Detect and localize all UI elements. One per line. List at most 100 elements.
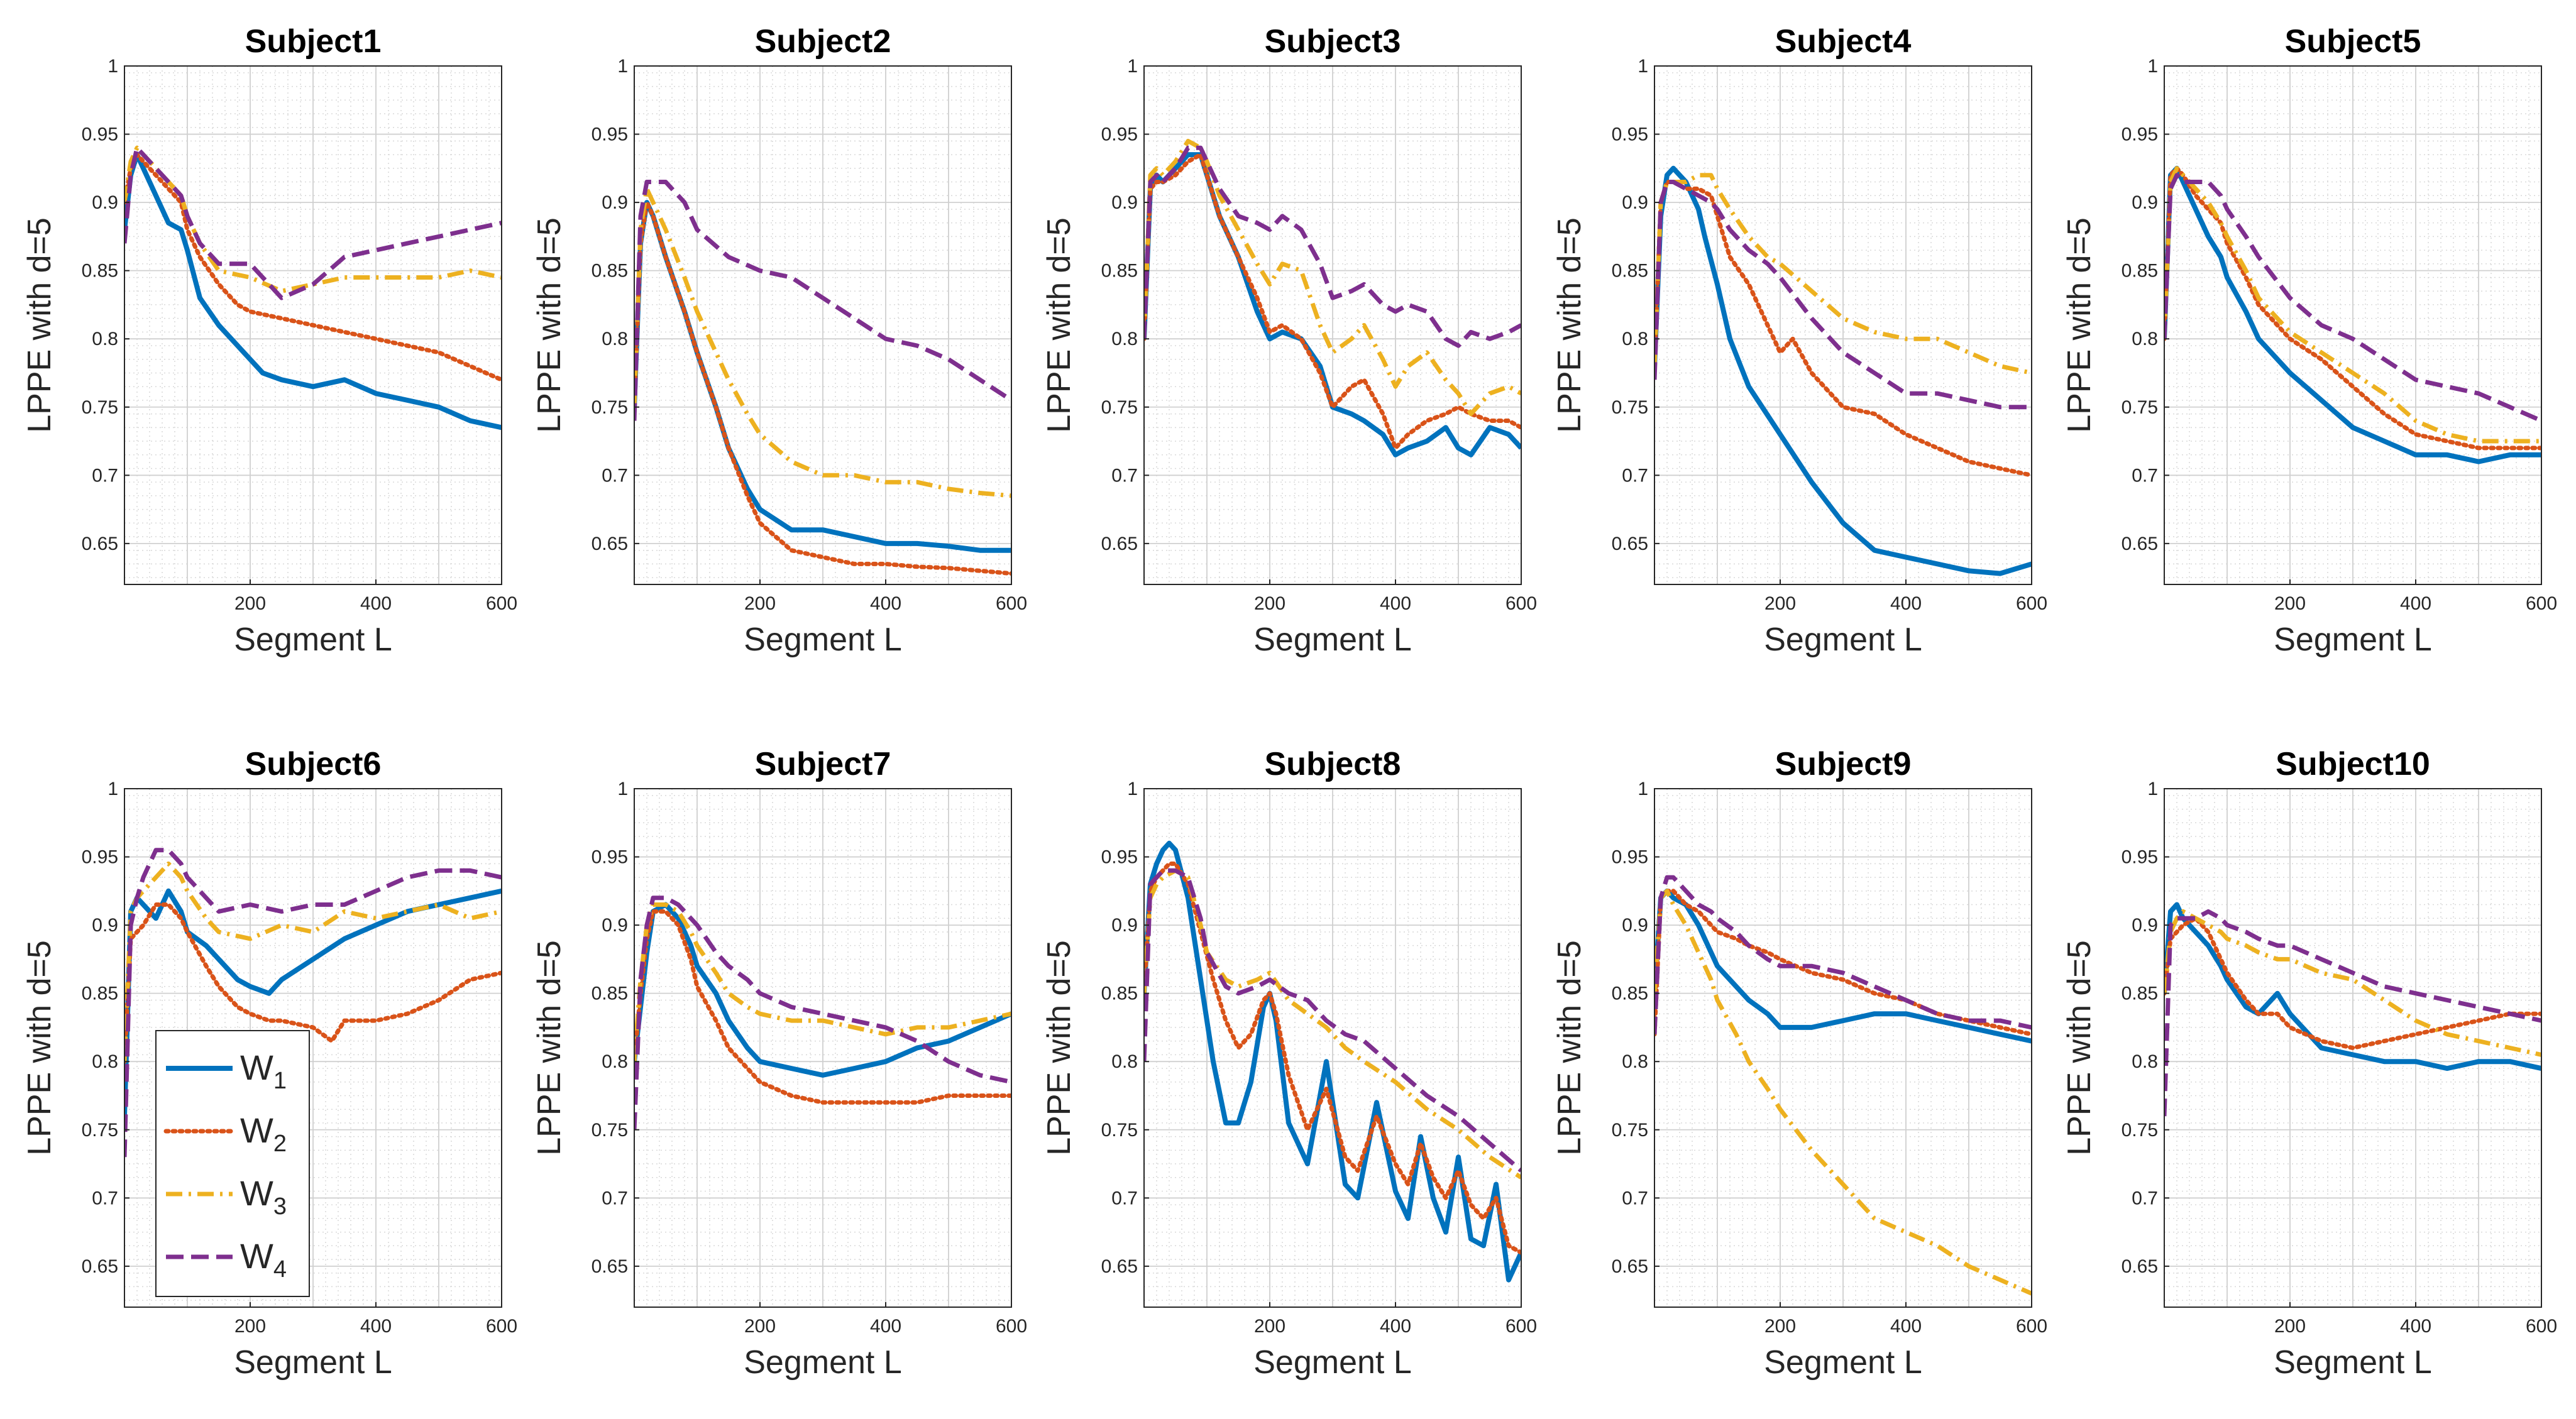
x-tick-label: 400 xyxy=(360,1316,392,1337)
y-tick-label: 0.7 xyxy=(1111,1188,1138,1208)
y-tick-label: 0.65 xyxy=(82,1256,118,1277)
y-tick-label: 0.85 xyxy=(1612,983,1648,1004)
x-tick-label: 200 xyxy=(234,593,266,614)
y-tick-label: 0.7 xyxy=(602,465,628,486)
y-tick-label: 0.95 xyxy=(1101,847,1138,868)
series-line-w4 xyxy=(1654,875,2032,1034)
y-tick-label: 0.8 xyxy=(2132,1051,2158,1072)
y-tick-label: 1 xyxy=(1638,779,1648,799)
legend-label-subscript: 3 xyxy=(273,1193,287,1220)
y-tick-label: 0.65 xyxy=(82,534,118,554)
x-tick-label: 200 xyxy=(1764,593,1796,614)
series-line-w1 xyxy=(124,152,502,430)
y-tick-label: 0.85 xyxy=(592,983,628,1004)
y-tick-label: 0.8 xyxy=(1111,1051,1138,1072)
series-group xyxy=(1654,875,2032,1296)
series-line-w3 xyxy=(124,861,502,1062)
series-line-w4 xyxy=(634,180,1011,421)
y-axis-label: LPPE with d=5 xyxy=(1041,217,1077,433)
series-line-w4 xyxy=(124,848,502,1158)
series-line-w3 xyxy=(2164,166,2541,444)
series-group xyxy=(1144,840,1521,1283)
subplot-7: 200 400 600 0.65 0.7 0.75 0.8 0.85 0.9 0.95 1 Subje… xyxy=(531,746,1027,1381)
subplot-title: Subject5 xyxy=(2285,23,2421,60)
y-tick-label: 0.7 xyxy=(2132,465,2158,486)
legend-label-subscript: 4 xyxy=(273,1256,287,1283)
y-tick-label: 0.9 xyxy=(1111,192,1138,213)
y-axis-label: LPPE with d=5 xyxy=(1551,217,1588,433)
y-tick-label: 0.95 xyxy=(1101,124,1138,145)
y-tick-label: 0.75 xyxy=(1101,397,1138,418)
y-tick-label: 0.95 xyxy=(82,124,118,145)
x-tick-label: 400 xyxy=(2400,593,2431,614)
axes-box xyxy=(2164,788,2542,1308)
x-axis-label: Segment L xyxy=(2274,622,2432,658)
x-tick-label: 600 xyxy=(996,593,1027,614)
legend-label: W4 xyxy=(240,1236,287,1283)
y-tick-label: 0.8 xyxy=(1111,329,1138,349)
y-tick-label: 0.75 xyxy=(592,1120,628,1141)
series-line-w4 xyxy=(1654,180,2032,410)
subplot-5: 200 400 600 0.65 0.7 0.75 0.8 0.85 0.9 0.95 1 Subje… xyxy=(2061,23,2557,658)
subplot-2: 200 400 600 0.65 0.7 0.75 0.8 0.85 0.9 0.95 1 Subje… xyxy=(531,23,1027,658)
x-tick-label: 400 xyxy=(870,1316,901,1337)
x-tick-label: 200 xyxy=(234,1316,266,1337)
x-axis-label: Segment L xyxy=(744,1344,902,1381)
x-tick-label: 200 xyxy=(1254,1316,1285,1337)
axes-box xyxy=(634,65,1012,585)
x-axis-label: Segment L xyxy=(744,622,902,658)
y-tick-label: 0.9 xyxy=(1111,915,1138,936)
subplot-title: Subject8 xyxy=(1265,746,1401,782)
legend-label-subscript: 1 xyxy=(273,1068,287,1094)
legend-label: W2 xyxy=(240,1110,287,1157)
y-tick-label: 0.75 xyxy=(1101,1120,1138,1141)
y-tick-label: 0.65 xyxy=(1101,534,1138,554)
subplot-8: 200 400 600 0.65 0.7 0.75 0.8 0.85 0.9 0.95 1 Subje… xyxy=(1041,746,1537,1381)
axes-box xyxy=(1654,788,2032,1308)
y-tick-label: 0.7 xyxy=(92,465,118,486)
series-line-w3 xyxy=(1144,138,1521,417)
y-tick-label: 0.65 xyxy=(1612,534,1648,554)
y-tick-label: 0.85 xyxy=(1101,261,1138,282)
y-tick-label: 1 xyxy=(617,56,628,77)
series-line-w2 xyxy=(2164,916,2541,1050)
x-axis-label: Segment L xyxy=(1764,622,1922,658)
x-axis-label: Segment L xyxy=(1253,622,1412,658)
subplot-10: 200 400 600 0.65 0.7 0.75 0.8 0.85 0.9 0.95 1 Subje… xyxy=(2061,746,2557,1381)
series-line-w2 xyxy=(1144,861,1521,1255)
y-tick-label: 0.9 xyxy=(2132,915,2158,936)
x-tick-label: 600 xyxy=(486,1316,517,1337)
x-tick-label: 600 xyxy=(2526,1316,2557,1337)
y-tick-label: 0.8 xyxy=(92,329,118,349)
series-line-w3 xyxy=(1654,889,2032,1296)
series-line-w1 xyxy=(2164,165,2541,464)
legend-label: W1 xyxy=(240,1048,287,1094)
axes-box xyxy=(1654,65,2032,585)
series-group xyxy=(2164,902,2541,1117)
y-tick-label: 0.85 xyxy=(82,983,118,1004)
series-line-w4 xyxy=(1144,868,1521,1173)
y-tick-label: 0.7 xyxy=(602,1188,628,1208)
y-axis-label: LPPE with d=5 xyxy=(2061,940,2098,1156)
y-tick-label: 0.75 xyxy=(592,397,628,418)
y-tick-label: 0.8 xyxy=(1622,1051,1648,1072)
y-tick-label: 0.8 xyxy=(602,1051,628,1072)
y-tick-label: 0.8 xyxy=(602,329,628,349)
y-tick-label: 0.85 xyxy=(2122,261,2158,282)
y-tick-label: 0.7 xyxy=(2132,1188,2158,1208)
legend-label-name: W xyxy=(240,1048,273,1087)
y-axis-label: LPPE with d=5 xyxy=(21,940,58,1156)
x-axis-label: Segment L xyxy=(1253,1344,1412,1381)
y-tick-label: 0.65 xyxy=(2122,1256,2158,1277)
y-tick-label: 0.65 xyxy=(1612,1256,1648,1277)
y-tick-label: 0.9 xyxy=(1622,192,1648,213)
y-tick-label: 0.85 xyxy=(1101,983,1138,1004)
y-tick-label: 0.9 xyxy=(1622,915,1648,936)
y-tick-label: 0.75 xyxy=(2122,397,2158,418)
y-tick-label: 0.95 xyxy=(2122,847,2158,868)
y-tick-label: 1 xyxy=(2147,779,2158,799)
series-line-w1 xyxy=(2164,902,2541,1071)
y-tick-label: 0.9 xyxy=(602,915,628,936)
y-tick-label: 0.95 xyxy=(592,124,628,145)
series-line-w3 xyxy=(1144,868,1521,1180)
